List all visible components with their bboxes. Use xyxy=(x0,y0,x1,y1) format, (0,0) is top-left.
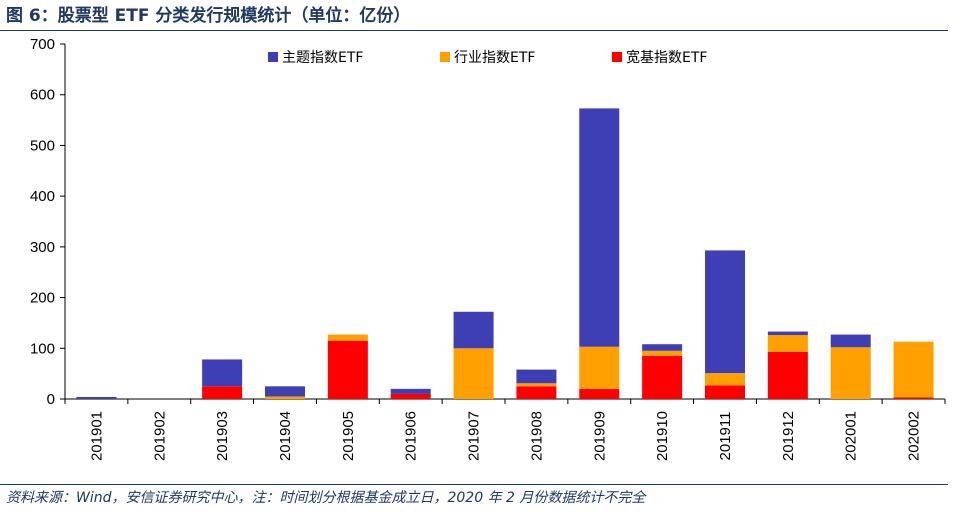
bar-segment xyxy=(516,386,557,399)
legend-label: 主题指数ETF xyxy=(282,50,363,66)
bar-segment xyxy=(705,250,745,374)
bar-segment xyxy=(893,341,934,398)
y-tick-label: 300 xyxy=(30,239,55,256)
bar-segment xyxy=(390,388,431,394)
bar-segment xyxy=(767,331,808,336)
bar-segment xyxy=(767,351,808,399)
bar-segment xyxy=(642,344,683,351)
bar-segment xyxy=(516,383,557,387)
x-tick-label: 201904 xyxy=(277,411,294,461)
y-tick-label: 600 xyxy=(30,87,55,104)
bar-segment xyxy=(453,311,494,349)
x-tick-label: 201901 xyxy=(88,411,105,461)
bar-segment xyxy=(202,359,243,387)
y-tick-label: 400 xyxy=(30,188,55,205)
bar-segment xyxy=(642,355,683,399)
bar-segment xyxy=(705,373,745,386)
bar-segment xyxy=(202,386,243,399)
bar-segment xyxy=(579,346,620,389)
bar-series xyxy=(76,108,934,399)
x-tick-label: 201903 xyxy=(214,411,231,461)
title-divider xyxy=(0,30,948,31)
bar-segment xyxy=(327,340,368,399)
legend-swatch xyxy=(440,52,450,62)
y-tick-label: 0 xyxy=(47,391,55,408)
bar-segment xyxy=(579,108,620,347)
x-tick-label: 201905 xyxy=(340,411,357,461)
bar-segment xyxy=(265,396,305,399)
source-note: 资料来源：Wind，安信证券研究中心，注：时间划分根据基金成立日，2020 年 … xyxy=(6,490,646,506)
x-tick-label: 201910 xyxy=(654,411,671,461)
bar-segment xyxy=(767,335,808,352)
bar-segment xyxy=(830,334,871,348)
bar-segment xyxy=(893,397,934,399)
legend-swatch xyxy=(612,52,622,62)
x-tick-label: 202001 xyxy=(843,411,860,461)
chart-legend: 主题指数ETF 行业指数ETF 宽基指数ETF xyxy=(268,49,707,66)
y-tick-label: 700 xyxy=(30,36,55,53)
chart-title: 图 6：股票型 ETF 分类发行规模统计（单位：亿份） xyxy=(6,6,411,26)
bar-segment xyxy=(453,348,494,399)
bar-segment xyxy=(390,393,431,399)
x-tick-label: 201907 xyxy=(466,411,483,461)
x-tick-label: 201909 xyxy=(591,411,608,461)
bar-segment xyxy=(76,396,117,399)
bar-segment xyxy=(516,369,557,384)
x-tick-label: 201906 xyxy=(403,411,420,461)
bar-segment xyxy=(642,350,683,356)
legend-label: 行业指数ETF xyxy=(454,50,535,66)
x-tick-label: 201908 xyxy=(528,411,545,461)
bar-segment xyxy=(705,385,745,399)
x-tick-label: 201902 xyxy=(151,411,168,461)
legend-swatch xyxy=(268,52,278,62)
bar-segment xyxy=(265,386,305,397)
y-tick-label: 200 xyxy=(30,290,55,307)
bar-segment xyxy=(830,347,871,399)
x-tick-label: 202002 xyxy=(906,411,923,461)
chart-axes: 0 100 200 300 400 500 600 700 201901 201902 201903… xyxy=(30,36,946,461)
y-tick-label: 100 xyxy=(30,340,55,357)
bar-segment xyxy=(579,388,620,399)
footer-divider xyxy=(0,484,948,485)
y-tick-label: 500 xyxy=(30,137,55,154)
x-tick-label: 201912 xyxy=(780,411,797,461)
x-tick-label: 201911 xyxy=(717,412,734,461)
bar-segment xyxy=(327,334,368,341)
legend-label: 宽基指数ETF xyxy=(626,49,707,66)
